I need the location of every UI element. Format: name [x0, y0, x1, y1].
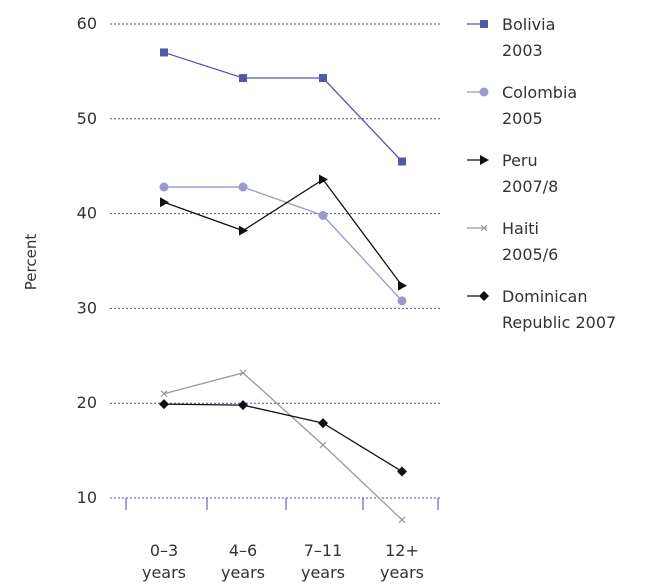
data-point [159, 399, 169, 410]
x-tick-label: 0–3 [150, 541, 178, 560]
data-point [318, 418, 328, 429]
legend-marker [479, 291, 489, 301]
legend-label: Peru [502, 151, 538, 170]
legend-marker [480, 20, 488, 28]
legend-marker [479, 87, 489, 97]
x-tick-label: years [301, 563, 345, 582]
series-line [163, 178, 403, 287]
legend-label: 2005/6 [502, 245, 558, 264]
legend-label: 2003 [502, 41, 543, 60]
data-point [238, 400, 248, 411]
x-tick-label: 7–11 [304, 541, 343, 560]
data-point [319, 441, 327, 449]
data-point [318, 210, 328, 220]
legend-label: 2005 [502, 109, 543, 128]
legend-marker [480, 155, 489, 165]
legend-label: Haiti [502, 219, 539, 238]
x-tick-label: 12+ [385, 541, 419, 560]
legend-label: Bolivia [502, 15, 555, 34]
y-tick-label: 60 [77, 14, 97, 33]
y-tick-label: 20 [77, 393, 97, 412]
y-axis-label: Percent [22, 234, 40, 291]
x-tick-label: years [221, 563, 265, 582]
x-marker-stroke [480, 224, 488, 232]
x-marker-stroke [319, 441, 327, 449]
x-marker-stroke [160, 390, 168, 398]
data-point [239, 74, 247, 83]
legend-label: Republic 2007 [502, 313, 616, 332]
y-tick-label: 40 [77, 204, 97, 223]
data-point [398, 157, 406, 166]
data-point [319, 174, 328, 185]
data-point [319, 74, 327, 83]
data-point [239, 225, 248, 236]
x-marker-stroke [398, 516, 406, 524]
series-line [163, 51, 403, 162]
series-line [163, 372, 403, 521]
x-marker-stroke [239, 369, 247, 377]
data-point [238, 182, 248, 192]
data-point [398, 516, 406, 524]
data-point [160, 48, 168, 57]
data-point [397, 296, 407, 306]
y-tick-label: 50 [77, 109, 97, 128]
data-point [159, 182, 169, 192]
legend-label: Colombia [502, 83, 577, 102]
data-point [398, 280, 407, 291]
x-tick-label: years [142, 563, 186, 582]
legend-label: 2007/8 [502, 177, 558, 196]
data-point [239, 369, 247, 377]
y-tick-label: 10 [77, 488, 97, 507]
series-line [164, 186, 403, 302]
legend-marker [480, 224, 488, 232]
y-tick-label: 30 [77, 298, 97, 317]
data-point [397, 466, 407, 477]
x-tick-label: years [380, 563, 424, 582]
legend-label: Dominican [502, 287, 587, 306]
series-line [163, 403, 403, 473]
x-tick-label: 4–6 [229, 541, 257, 560]
data-point [160, 197, 169, 208]
data-point [160, 390, 168, 398]
